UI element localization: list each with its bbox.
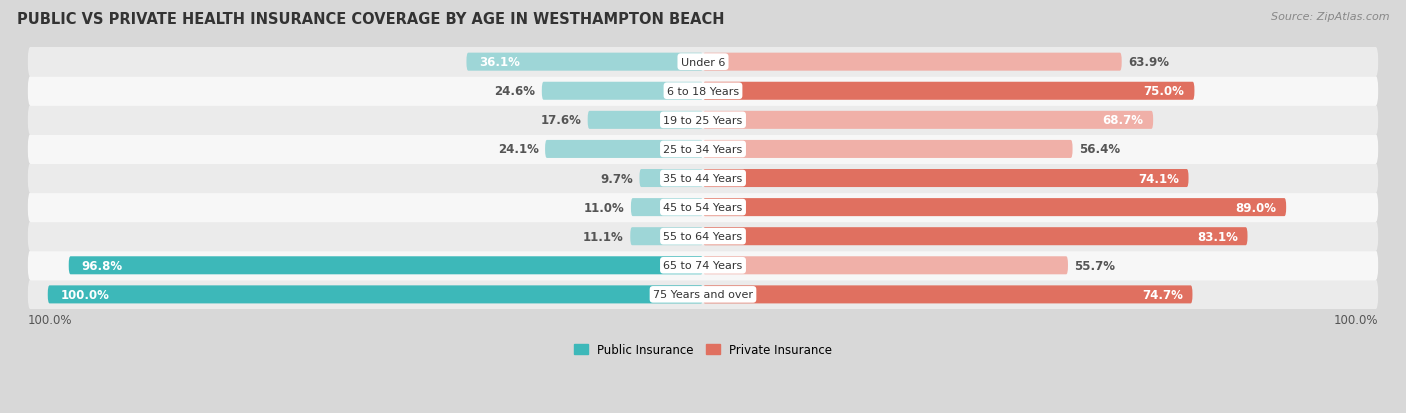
Text: 65 to 74 Years: 65 to 74 Years: [664, 261, 742, 271]
FancyBboxPatch shape: [703, 140, 1073, 159]
Text: 24.1%: 24.1%: [498, 143, 538, 156]
Text: 36.1%: 36.1%: [479, 56, 520, 69]
Text: 74.7%: 74.7%: [1142, 288, 1182, 301]
FancyBboxPatch shape: [28, 221, 1378, 252]
Text: 56.4%: 56.4%: [1080, 143, 1121, 156]
Text: 63.9%: 63.9%: [1128, 56, 1170, 69]
FancyBboxPatch shape: [28, 47, 1378, 78]
FancyBboxPatch shape: [541, 83, 703, 100]
Text: 100.0%: 100.0%: [28, 313, 73, 327]
FancyBboxPatch shape: [546, 140, 703, 159]
FancyBboxPatch shape: [588, 112, 703, 130]
Text: 68.7%: 68.7%: [1102, 114, 1143, 127]
FancyBboxPatch shape: [631, 199, 703, 216]
Text: 11.0%: 11.0%: [583, 201, 624, 214]
Text: Source: ZipAtlas.com: Source: ZipAtlas.com: [1271, 12, 1389, 22]
Text: 6 to 18 Years: 6 to 18 Years: [666, 87, 740, 97]
FancyBboxPatch shape: [703, 286, 1192, 304]
Text: 19 to 25 Years: 19 to 25 Years: [664, 116, 742, 126]
Text: 96.8%: 96.8%: [82, 259, 122, 272]
Text: 100.0%: 100.0%: [1333, 313, 1378, 327]
Text: 11.1%: 11.1%: [583, 230, 624, 243]
FancyBboxPatch shape: [640, 170, 703, 188]
FancyBboxPatch shape: [703, 83, 1195, 100]
Text: 45 to 54 Years: 45 to 54 Years: [664, 203, 742, 213]
FancyBboxPatch shape: [703, 199, 1286, 216]
FancyBboxPatch shape: [28, 105, 1378, 135]
Text: 9.7%: 9.7%: [600, 172, 633, 185]
FancyBboxPatch shape: [703, 112, 1153, 130]
FancyBboxPatch shape: [28, 192, 1378, 223]
Text: 55.7%: 55.7%: [1074, 259, 1115, 272]
FancyBboxPatch shape: [28, 280, 1378, 310]
FancyBboxPatch shape: [703, 256, 1069, 275]
Text: 83.1%: 83.1%: [1197, 230, 1237, 243]
Text: 74.1%: 74.1%: [1137, 172, 1178, 185]
FancyBboxPatch shape: [28, 76, 1378, 107]
FancyBboxPatch shape: [48, 286, 703, 304]
FancyBboxPatch shape: [467, 54, 703, 71]
Text: 89.0%: 89.0%: [1236, 201, 1277, 214]
Text: 17.6%: 17.6%: [540, 114, 581, 127]
Text: 100.0%: 100.0%: [60, 288, 110, 301]
Text: 35 to 44 Years: 35 to 44 Years: [664, 173, 742, 184]
FancyBboxPatch shape: [703, 228, 1247, 246]
Text: 75.0%: 75.0%: [1143, 85, 1185, 98]
FancyBboxPatch shape: [28, 251, 1378, 281]
Text: PUBLIC VS PRIVATE HEALTH INSURANCE COVERAGE BY AGE IN WESTHAMPTON BEACH: PUBLIC VS PRIVATE HEALTH INSURANCE COVER…: [17, 12, 724, 27]
FancyBboxPatch shape: [28, 135, 1378, 165]
FancyBboxPatch shape: [703, 54, 1122, 71]
Text: 75 Years and over: 75 Years and over: [652, 290, 754, 300]
FancyBboxPatch shape: [28, 164, 1378, 194]
Text: 55 to 64 Years: 55 to 64 Years: [664, 232, 742, 242]
Text: 24.6%: 24.6%: [495, 85, 536, 98]
Text: Under 6: Under 6: [681, 57, 725, 67]
FancyBboxPatch shape: [69, 256, 703, 275]
FancyBboxPatch shape: [703, 170, 1188, 188]
Legend: Public Insurance, Private Insurance: Public Insurance, Private Insurance: [569, 338, 837, 361]
Text: 25 to 34 Years: 25 to 34 Years: [664, 145, 742, 154]
FancyBboxPatch shape: [630, 228, 703, 246]
